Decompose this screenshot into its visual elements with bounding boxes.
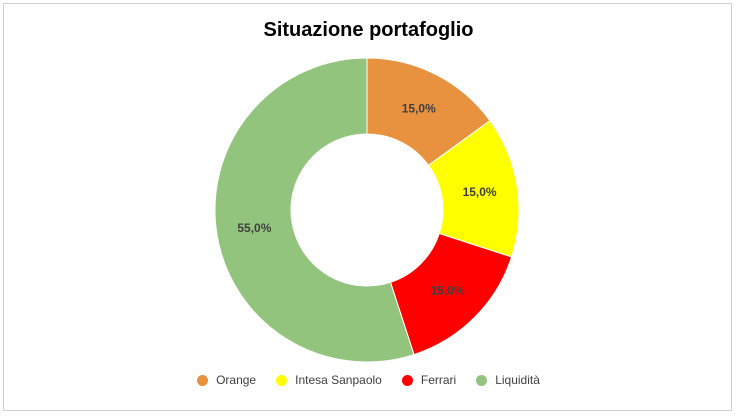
legend-swatch xyxy=(276,374,288,386)
slice-liquidit- xyxy=(214,57,415,363)
chart-title: Situazione portafoglio xyxy=(263,19,474,41)
legend-item: Intesa Sanpaolo xyxy=(276,373,382,387)
legend-item: Orange xyxy=(197,373,256,387)
legend-label: Intesa Sanpaolo xyxy=(295,373,382,387)
legend-swatch xyxy=(476,374,488,386)
legend-swatch xyxy=(401,374,413,386)
legend-label: Ferrari xyxy=(420,373,457,387)
legend-label: Orange xyxy=(216,373,257,387)
data-label: 55,0% xyxy=(237,221,271,235)
legend-label: Liquidità xyxy=(495,373,540,387)
legend-swatch xyxy=(197,374,209,386)
data-label: 15,0% xyxy=(402,101,436,115)
chart-legend: Orange Intesa Sanpaolo Ferrari Liquidità xyxy=(0,373,737,387)
legend-item: Ferrari xyxy=(401,373,457,387)
data-label: 15,0% xyxy=(463,185,497,199)
data-label: 15,0% xyxy=(431,284,465,298)
legend-item: Liquidità xyxy=(476,373,540,387)
